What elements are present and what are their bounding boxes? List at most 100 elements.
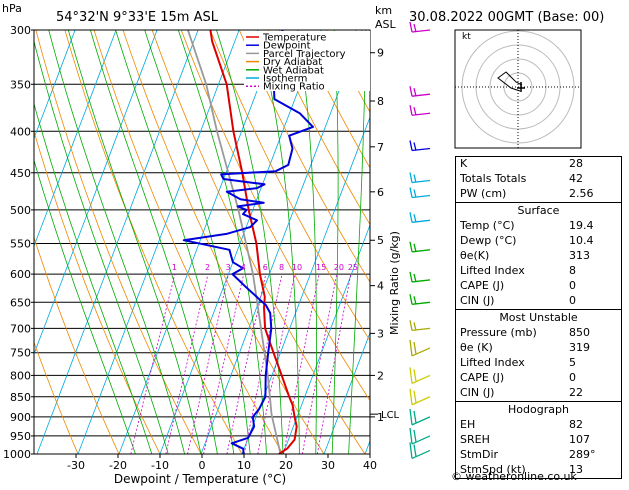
pw-value: 2.56 [569,187,609,202]
totals-totals-value: 42 [569,172,609,187]
km-label: km [375,4,392,17]
pressure-tick-label: 750 [10,347,31,360]
temp-tick-label: 40 [363,459,377,472]
wind-barb-staff [412,113,430,115]
units-label: hPa [2,2,22,15]
eh-value: 82 [569,418,609,433]
pressure-tick-label: 950 [10,430,31,443]
wind-barb-flag [414,296,416,304]
km-tick-label: 8 [377,95,384,108]
x-axis-label: Dewpoint / Temperature (°C) [114,472,286,486]
temp-tick-label: 10 [237,459,251,472]
wind-barbs [410,22,430,458]
temp-tick-label: -20 [109,459,127,472]
wind-barb-flag [410,409,412,425]
stmdir-label: StmDir [460,448,498,463]
wind-barb-flag [410,340,412,356]
wet-adiabat-line [90,30,217,454]
isotherm-line [78,30,239,454]
wind-barb-flag [414,175,416,183]
mixing-ratio-label: 1 [172,263,177,272]
mixing-ratio-line [131,274,175,454]
mixing-ratio-label: 10 [292,263,302,272]
sreh-value: 107 [569,433,609,448]
temp-tick-label: -30 [67,459,85,472]
mu-li-value: 5 [569,356,609,371]
wind-barb-flag [410,428,412,444]
datetime-title: 30.08.2022 00GMT (Base: 00) [409,10,604,25]
surface-cin-label: CIN (J) [460,294,494,309]
mixing-ratio-label: 15 [316,263,326,272]
asl-label: ASL [375,18,397,31]
wind-barb-flag [410,320,412,330]
wind-barb-flag [410,105,412,115]
pressure-tick-label: 800 [10,369,31,382]
wind-barb-flag [414,142,416,150]
surface-temp-value: 19.4 [569,219,609,234]
surface-thetae-value: 313 [569,249,609,264]
wind-barb-staff [412,30,430,32]
mixing-ratio-label: 8 [279,263,284,272]
pressure-tick-label: 650 [10,296,31,309]
profile-lines [184,30,313,454]
surface-cape-label: CAPE (J) [460,279,504,294]
surface-li-label: Lifted Index [460,264,525,279]
wind-barb-flag [410,86,412,96]
mixing-ratio-axis-label: Mixing Ratio (g/kg) [388,231,401,335]
mixing-ratio-label: 25 [348,263,358,272]
mixing-ratio-label: 4 [241,263,246,272]
mu-cin-value: 22 [569,386,609,401]
mu-thetae-value: 319 [569,341,609,356]
temp-tick-label: 20 [279,459,293,472]
mu-pressure-label: Pressure (mb) [460,326,537,341]
mu-cin-label: CIN (J) [460,386,494,401]
eh-label: EH [460,418,475,433]
temp-tick-label: 0 [199,459,206,472]
mu-pressure-value: 850 [569,326,609,341]
isotherm-line [37,30,198,454]
wind-barb-staff [412,220,430,222]
wind-barb-staff [412,196,430,198]
wet-adiabat-line [217,30,284,454]
mixing-ratio-label: 2 [205,263,210,272]
wind-barb-staff [412,94,430,96]
wind-barb-flag [414,190,416,198]
pressure-tick-label: 600 [10,268,31,281]
sreh-label: SREH [460,433,490,448]
wind-barb-flag [414,214,416,222]
mixing-ratio-label: 6 [263,263,268,272]
wind-barb-flag [410,242,412,252]
pressure-tick-label: 550 [10,237,31,250]
wind-barb-flag [414,274,416,282]
copyright: © weatheronline.co.uk [451,470,577,483]
wind-barb-flag [414,244,416,252]
km-tick-label: 7 [377,141,384,154]
surface-temp-label: Temp (°C) [460,219,515,234]
surface-title: Surface [456,202,621,219]
dry-adiabat-line [65,30,242,454]
surface-dewp-label: Dewp (°C) [460,234,516,249]
km-tick-label: 9 [377,47,384,60]
wind-barb-flag [410,188,412,198]
mixing-ratio-line [204,274,244,454]
wet-adiabat-line [258,30,300,454]
location-title: 54°32'N 9°33'E 15m ASL [56,10,219,25]
wind-barb-flag [414,342,416,354]
most-unstable-title: Most Unstable [456,309,621,326]
km-tick-label: 6 [377,186,384,199]
mu-cape-value: 0 [569,371,609,386]
k-index-value: 28 [569,157,609,172]
surface-cin-value: 0 [569,294,609,309]
pressure-tick-label: 1000 [3,448,31,461]
pressure-tick-label: 400 [10,125,31,138]
mu-thetae-label: θe (K) [460,341,493,356]
wind-barb-staff [412,181,430,183]
wet-adiabat-line [68,30,201,454]
wind-barb-flag [414,444,416,456]
dewpoint-line [184,30,313,454]
wind-barb-flag [410,140,412,150]
wind-barb-flag [410,367,412,383]
lcl-label: LCL [381,410,400,421]
